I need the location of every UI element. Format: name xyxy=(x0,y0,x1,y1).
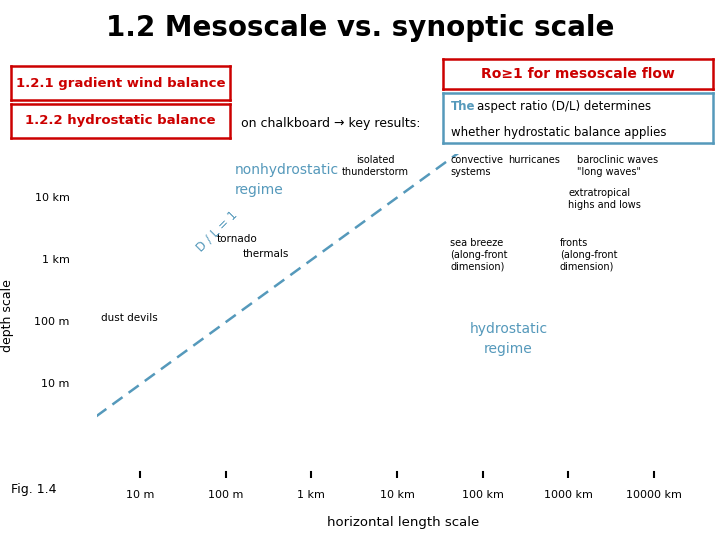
Text: 100 m: 100 m xyxy=(208,490,243,501)
Text: hurricanes: hurricanes xyxy=(508,155,560,165)
Text: Fig. 1.4: Fig. 1.4 xyxy=(11,483,56,496)
Text: 10 m: 10 m xyxy=(126,490,154,501)
Text: on chalkboard → key results:: on chalkboard → key results: xyxy=(241,117,420,130)
Text: horizontal length scale: horizontal length scale xyxy=(327,516,480,529)
Text: 10 km: 10 km xyxy=(35,193,70,202)
Text: 10 km: 10 km xyxy=(379,490,415,501)
Text: extratropical
highs and lows: extratropical highs and lows xyxy=(569,188,642,210)
Text: D / L = 1: D / L = 1 xyxy=(194,208,240,254)
Text: thermals: thermals xyxy=(243,248,289,259)
Text: depth scale: depth scale xyxy=(1,280,14,352)
Text: 1000 km: 1000 km xyxy=(544,490,593,501)
Text: tornado: tornado xyxy=(217,234,258,244)
Text: convective
systems: convective systems xyxy=(450,155,503,177)
Text: 1.2 Mesoscale vs. synoptic scale: 1.2 Mesoscale vs. synoptic scale xyxy=(106,14,614,42)
Text: 100 km: 100 km xyxy=(462,490,504,501)
Text: whether hydrostatic balance applies: whether hydrostatic balance applies xyxy=(451,126,667,139)
Text: 10 m: 10 m xyxy=(42,380,70,389)
Text: baroclinic waves
"long waves": baroclinic waves "long waves" xyxy=(577,155,658,177)
Text: The: The xyxy=(451,100,475,113)
Text: sea breeze
(along-front
dimension): sea breeze (along-front dimension) xyxy=(450,238,508,271)
Text: 1 km: 1 km xyxy=(42,255,70,265)
Text: 1.2.2 hydrostatic balance: 1.2.2 hydrostatic balance xyxy=(25,114,216,127)
Text: hydrostatic
regime: hydrostatic regime xyxy=(469,322,548,356)
Text: nonhydrostatic
regime: nonhydrostatic regime xyxy=(234,163,338,197)
Text: fronts
(along-front
dimension): fronts (along-front dimension) xyxy=(560,238,618,271)
Text: isolated
thunderstorm: isolated thunderstorm xyxy=(342,155,409,177)
Text: 10000 km: 10000 km xyxy=(626,490,682,501)
Text: aspect ratio (D/L) determines: aspect ratio (D/L) determines xyxy=(477,100,651,113)
Text: 1.2.1 gradient wind balance: 1.2.1 gradient wind balance xyxy=(16,77,225,90)
Text: Ro≥1 for mesoscale flow: Ro≥1 for mesoscale flow xyxy=(481,68,675,81)
Text: dust devils: dust devils xyxy=(102,313,158,323)
Text: 1 km: 1 km xyxy=(297,490,325,501)
Text: 100 m: 100 m xyxy=(35,317,70,327)
